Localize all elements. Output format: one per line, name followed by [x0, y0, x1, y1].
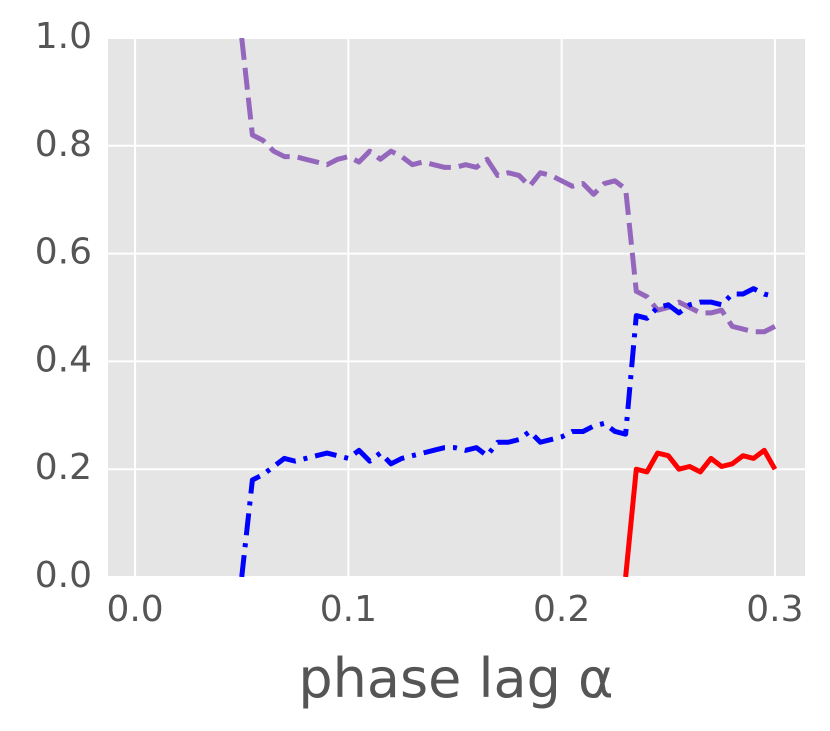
labels: 0.0 0.2 0.4 0.6 0.8 1.0 0.0 0.1 0.2 0.3	[35, 16, 804, 630]
x-tick-label: 0.2	[533, 589, 590, 630]
x-tick-label: 0.1	[320, 589, 377, 630]
y-tick-label: 0.4	[35, 339, 92, 380]
y-tick-label: 0.0	[35, 555, 92, 596]
y-tick-label: 1.0	[35, 16, 92, 57]
lines	[239, 38, 778, 577]
y-tick-label: 0.8	[35, 124, 92, 165]
x-axis-label: phase lag α	[298, 647, 613, 710]
x-tick-label: 0.0	[106, 589, 163, 630]
y-tick-label: 0.2	[35, 447, 92, 488]
plot-area	[108, 38, 805, 577]
x-tick-label: 0.3	[746, 589, 803, 630]
grid	[108, 37, 805, 578]
series-line	[239, 286, 776, 577]
series-line	[623, 447, 778, 577]
series-line	[239, 38, 777, 335]
y-tick-label: 0.6	[35, 232, 92, 273]
